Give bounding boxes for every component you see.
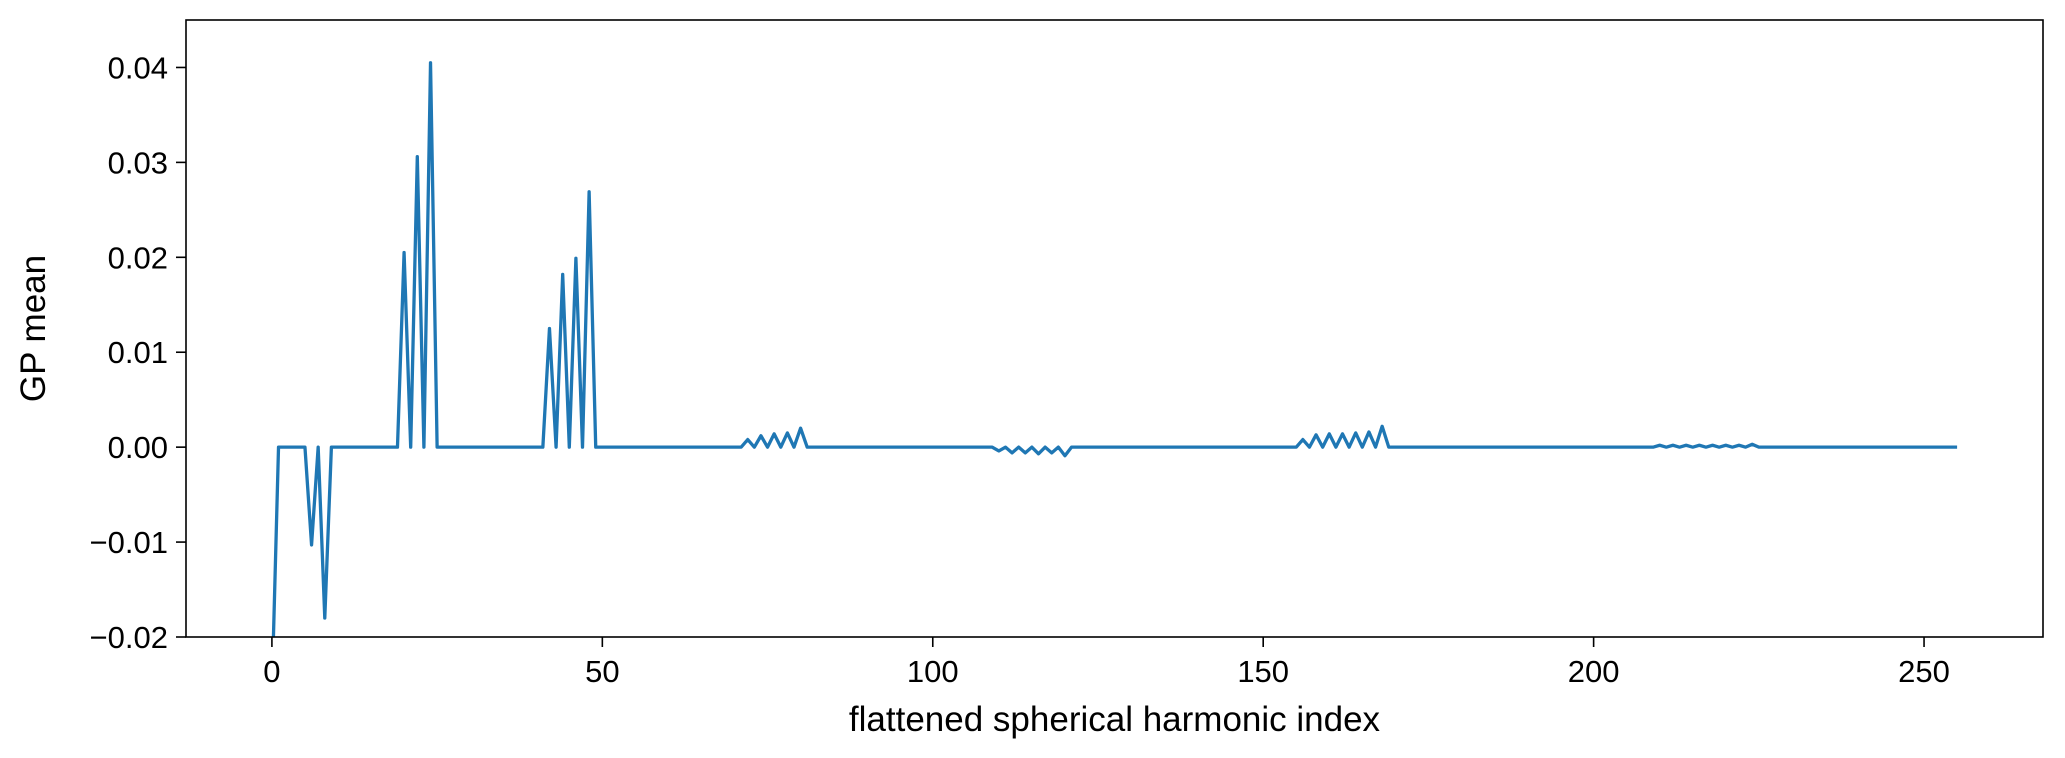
y-tick-label: 0.04	[108, 50, 168, 85]
x-axis-label: flattened spherical harmonic index	[849, 700, 1381, 739]
y-tick-label: −0.01	[90, 525, 168, 560]
y-tick-label: 0.02	[108, 240, 168, 275]
x-tick-label: 100	[907, 654, 959, 689]
x-tick-label: 150	[1237, 654, 1289, 689]
x-axis-ticks: 0 50 100 150 200 250	[263, 637, 1950, 689]
x-tick-label: 50	[585, 654, 619, 689]
y-tick-label: 0.03	[108, 145, 168, 180]
x-tick-label: 0	[263, 654, 280, 689]
y-tick-label: −0.02	[90, 620, 168, 655]
y-axis-ticks: −0.02 −0.01 0.00 0.01 0.02 0.03 0.04	[90, 50, 186, 655]
series-line	[271, 61, 1958, 637]
y-axis-label: GP mean	[14, 255, 53, 402]
x-tick-label: 200	[1568, 654, 1620, 689]
y-tick-label: 0.00	[108, 430, 168, 465]
x-tick-label: 250	[1898, 654, 1950, 689]
y-tick-label: 0.01	[108, 335, 168, 370]
plot-frame	[185, 19, 2044, 638]
